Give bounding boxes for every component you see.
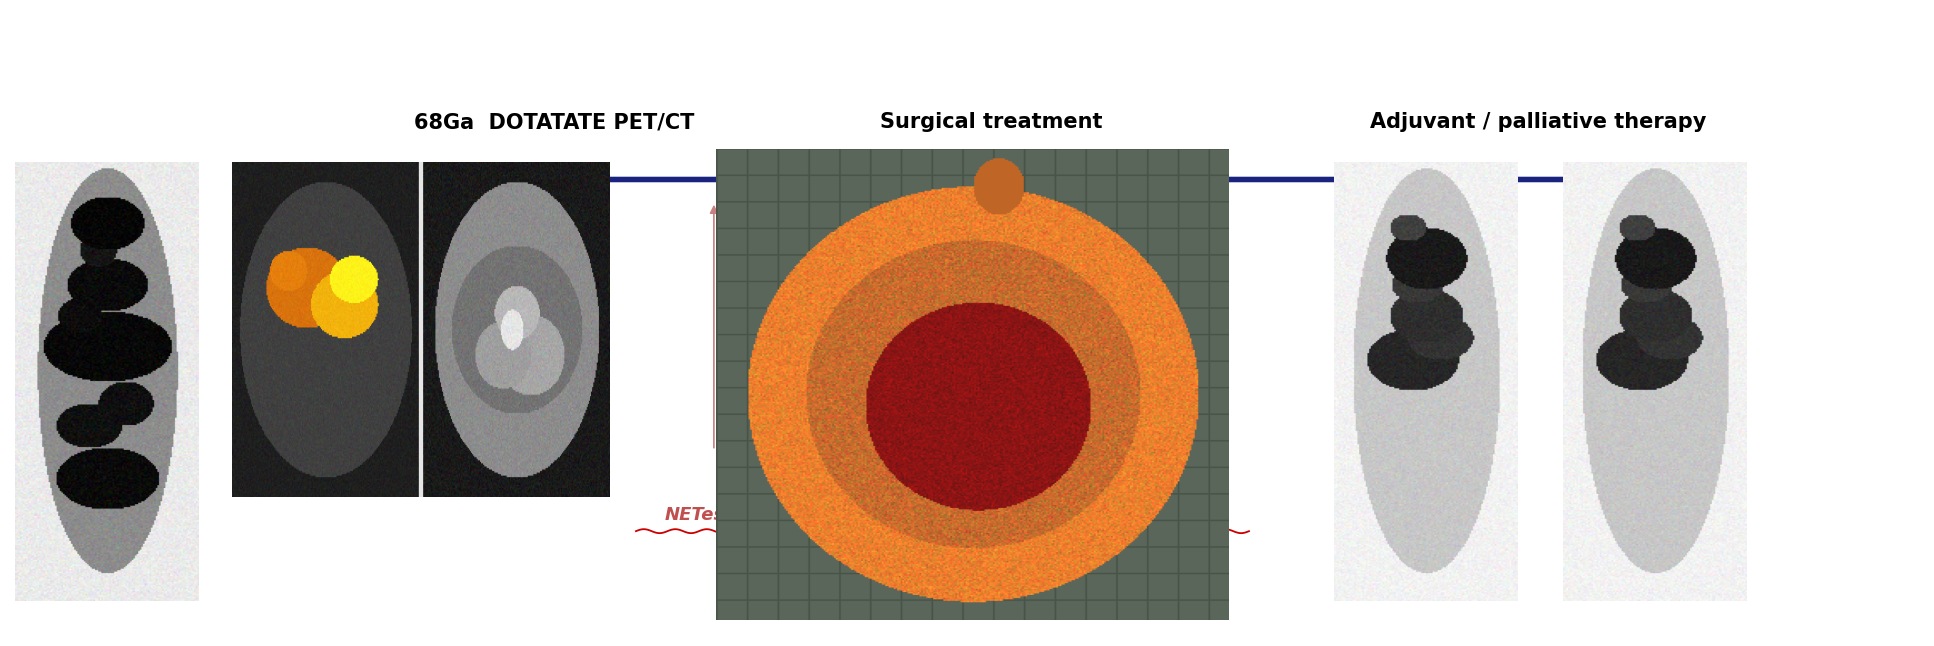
Text: Surgical treatment: Surgical treatment xyxy=(880,112,1102,132)
Text: NETest: NETest xyxy=(665,506,733,525)
Text: Adjuvant / palliative therapy: Adjuvant / palliative therapy xyxy=(1369,112,1706,132)
Text: 68Ga  DOTATATE PET/CT: 68Ga DOTATATE PET/CT xyxy=(414,112,694,132)
Text: NETest: NETest xyxy=(1151,506,1220,525)
